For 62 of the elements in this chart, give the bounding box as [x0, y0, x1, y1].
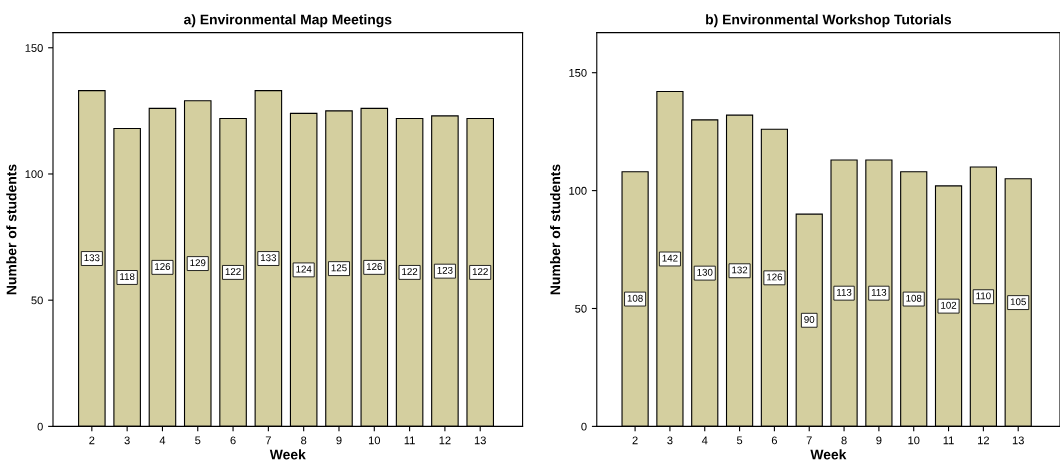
data-label: 133 — [261, 254, 277, 262]
y-axis-title: Number of students — [6, 164, 17, 295]
data-label: 132 — [732, 266, 748, 274]
x-tick-label: 6 — [771, 436, 778, 445]
y-tick-label: 0 — [37, 422, 43, 431]
x-tick-label: 3 — [667, 436, 673, 445]
x-tick-label: 3 — [124, 436, 130, 445]
x-tick-label: 2 — [89, 436, 95, 445]
x-tick-label: 2 — [632, 436, 638, 445]
data-label: 126 — [767, 273, 783, 281]
y-axis-title: Number of students — [550, 164, 561, 295]
x-tick-label: 8 — [301, 436, 307, 445]
x-axis-title: Week — [810, 449, 847, 460]
x-tick-label: 5 — [736, 436, 743, 445]
y-tick-label: 100 — [569, 186, 587, 195]
x-tick-label: 9 — [876, 436, 882, 445]
data-label: 122 — [472, 268, 488, 275]
data-label: 125 — [331, 264, 347, 272]
y-tick-label: 100 — [25, 170, 43, 179]
data-label: 108 — [627, 294, 643, 302]
data-label: 126 — [155, 263, 171, 270]
data-label: 90 — [804, 316, 815, 323]
x-tick-label: 13 — [474, 436, 486, 445]
data-label: 142 — [662, 254, 678, 262]
data-label: 129 — [190, 259, 206, 267]
data-label: 126 — [366, 263, 382, 270]
data-label: 118 — [120, 273, 135, 281]
data-label: 105 — [1010, 298, 1026, 306]
x-tick-label: 12 — [439, 436, 451, 445]
x-tick-label: 7 — [265, 436, 271, 445]
data-label: 102 — [941, 301, 957, 309]
data-label: 108 — [906, 294, 922, 302]
data-label: 130 — [697, 268, 713, 276]
x-axis-title: Week — [269, 449, 306, 460]
data-label: 133 — [84, 254, 100, 262]
y-tick-label: 150 — [569, 68, 587, 77]
x-tick-label: 11 — [943, 436, 954, 445]
x-tick-label: 13 — [1012, 436, 1024, 445]
data-label: 122 — [225, 268, 241, 275]
x-tick-label: 11 — [404, 436, 415, 445]
chart-title: b) Environmental Workshop Tutorials — [706, 14, 952, 28]
data-label: 122 — [402, 268, 418, 275]
x-tick-label: 6 — [230, 436, 236, 445]
y-tick-label: 150 — [25, 44, 43, 52]
y-tick-label: 50 — [31, 296, 43, 305]
data-label: 123 — [437, 266, 453, 274]
data-label: 110 — [976, 292, 991, 300]
x-tick-label: 4 — [159, 436, 166, 445]
data-label: 113 — [837, 288, 852, 296]
chart-title: a) Environmental Map Meetings — [184, 14, 392, 28]
data-label: 124 — [296, 265, 312, 273]
x-tick-label: 9 — [336, 436, 342, 445]
x-tick-label: 5 — [195, 436, 201, 445]
x-tick-label: 8 — [841, 436, 847, 445]
y-tick-label: 50 — [575, 304, 587, 313]
y-tick-label: 0 — [581, 422, 587, 431]
x-tick-label: 4 — [701, 436, 708, 445]
x-tick-label: 10 — [368, 436, 381, 445]
data-label: 113 — [871, 288, 887, 296]
x-tick-label: 7 — [806, 436, 812, 445]
x-tick-label: 10 — [908, 436, 920, 445]
x-tick-label: 12 — [978, 436, 989, 445]
